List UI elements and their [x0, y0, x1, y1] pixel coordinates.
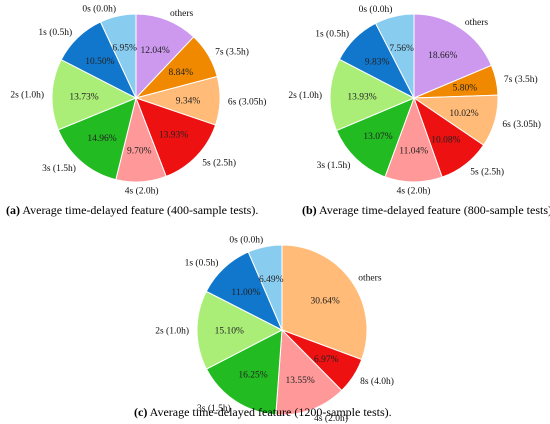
caption-b: (b) Average time-delayed feature (800-sa… [302, 203, 550, 218]
slice-value-label: 13.93% [159, 131, 188, 141]
slice-value-label: 13.55% [286, 376, 315, 386]
slice-value-label: 30.64% [311, 296, 340, 306]
slice-value-label: 9.70% [127, 147, 152, 157]
slice-value-label: 12.04% [141, 46, 170, 56]
slice-category-label: 0s (0.0h) [359, 4, 393, 15]
slice-category-label: others [465, 18, 489, 28]
slice-category-label: 2s (1.0h) [155, 326, 189, 337]
pie-slice-0s-0-0h [247, 244, 283, 331]
slice-value-label: 10.50% [85, 57, 114, 67]
slice-category-label: 4s (2.0h) [397, 186, 431, 197]
slice-value-label: 8.84% [169, 68, 194, 78]
pie-chart-800-sample: 18.66% others 5.80% 7s (3.5h) 10.02% 6s (3.05… [288, 4, 541, 196]
slice-value-label: 9.83% [365, 58, 390, 68]
slice-value-label: 5.80% [453, 83, 478, 93]
pie-slice-3s-1-5h [205, 329, 283, 416]
slice-category-label: 5s (2.5h) [470, 166, 504, 177]
slice-category-label: 1s (0.5h) [185, 258, 219, 269]
slice-category-label: 2s (1.0h) [10, 90, 44, 101]
caption-a-letter: (a) [6, 203, 20, 217]
slice-category-label: others [358, 273, 382, 283]
caption-b-text: Average time-delayed feature (800-sample… [316, 203, 550, 217]
pie-slice-2s-1-0h [196, 290, 284, 370]
slice-category-label: 4s (2.0h) [125, 185, 159, 196]
slice-category-label: 0s (0.0h) [82, 4, 116, 15]
pie-chart-400-sample: 12.04% others 8.84% 7s (3.5h) 9.34% 6s (3.05h… [10, 4, 266, 197]
slice-category-label: 6s (3.05h) [502, 119, 541, 130]
slice-category-label: 5s (2.5h) [202, 157, 236, 168]
slice-category-label: 2s (1.0h) [288, 90, 322, 101]
slice-value-label: 15.10% [215, 327, 244, 337]
pie-slice-5s-2-5h [135, 97, 217, 178]
pie-slice-others [281, 244, 368, 361]
slice-category-label: 6s (3.05h) [228, 97, 267, 108]
slice-category-label: 3s (1.5h) [42, 163, 76, 174]
pie-slice-2s-1-0h [51, 58, 138, 131]
slice-value-label: 16.25% [238, 371, 267, 381]
caption-c: (c) Average time-delayed feature (1200-s… [134, 405, 392, 420]
caption-b-letter: (b) [302, 203, 317, 217]
caption-a: (a) Average time-delayed feature (400-sa… [6, 203, 258, 218]
slice-value-label: 9.34% [176, 96, 201, 106]
slice-category-label: 3s (1.5h) [197, 403, 231, 414]
pie-slice-3s-1-5h [335, 97, 415, 178]
slice-value-label: 14.96% [87, 134, 116, 144]
slice-value-label: 7.56% [389, 44, 414, 54]
slice-category-label: 0s (0.0h) [229, 234, 263, 245]
caption-c-letter: (c) [134, 405, 148, 419]
slice-value-label: 13.07% [363, 132, 392, 142]
pie-slice-3s-1-5h [57, 97, 137, 181]
slice-value-label: 13.73% [69, 92, 98, 102]
pie-slice-others [413, 13, 493, 99]
slice-value-label: 6.95% [112, 44, 137, 54]
slice-value-label: 10.08% [431, 136, 460, 146]
pie-slice-2s-1-0h [329, 58, 416, 132]
slice-category-label: 4s (2.0h) [314, 413, 348, 424]
slice-category-label: others [170, 9, 194, 19]
slice-value-label: 18.66% [428, 51, 457, 61]
slice-value-label: 6.49% [259, 275, 284, 285]
pie-slice-4s-2-0h [275, 328, 343, 416]
slice-category-label: 7s (3.5h) [504, 74, 538, 85]
caption-a-text: Average time-delayed feature (400-sample… [20, 203, 259, 217]
slice-value-label: 10.02% [449, 109, 478, 119]
slice-value-label: 6.97% [314, 355, 339, 365]
pie-slice-others [135, 13, 195, 100]
pie-slice-0s-0-0h [99, 13, 137, 99]
pie-slice-0s-0-0h [374, 13, 415, 99]
slice-value-label: 13.93% [347, 92, 376, 102]
slice-category-label: 7s (3.5h) [215, 47, 249, 58]
slice-value-label: 11.04% [399, 147, 428, 157]
slice-value-label: 11.00% [231, 288, 260, 298]
slice-category-label: 3s (1.5h) [317, 160, 351, 171]
slice-category-label: 8s (4.0h) [360, 376, 394, 387]
slice-category-label: 1s (0.5h) [38, 27, 72, 38]
slice-category-label: 1s (0.5h) [315, 28, 349, 39]
pie-chart-1200-sample: 30.64% others 6.97% 8s (4.0h) 13.55% 4s (2.0h… [155, 234, 394, 423]
caption-c-text: Average time-delayed feature (1200-sampl… [147, 405, 392, 419]
